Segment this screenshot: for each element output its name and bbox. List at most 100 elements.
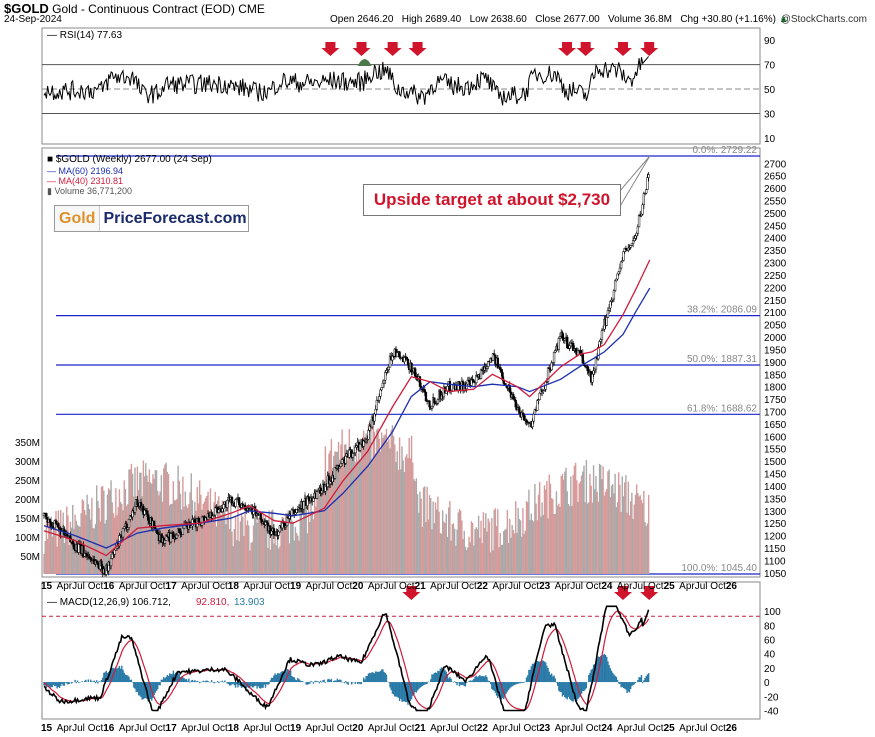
macd-histogram-bar [95, 680, 98, 683]
macd-histogram-bar [333, 680, 335, 683]
macd-histogram-bar [97, 682, 99, 684]
macd-histogram-bar [379, 671, 382, 683]
macd-histogram-bar [111, 667, 113, 683]
macd-histogram-bar [321, 682, 323, 683]
volume-bar [250, 542, 252, 574]
macd-histogram-bar [530, 666, 533, 683]
price-candle [557, 338, 560, 350]
macd-histogram-bar [194, 680, 196, 683]
volume-bar [122, 510, 124, 574]
macd-histogram-bar [398, 682, 401, 702]
price-candle [532, 414, 535, 422]
macd-histogram-bar [376, 671, 378, 683]
macd-histogram-bar [600, 655, 602, 683]
x-axis-label: Apr [555, 581, 571, 592]
price-candle [351, 453, 355, 458]
macd-histogram-bar [78, 682, 80, 683]
macd-histogram-bar [87, 679, 90, 683]
volume-bar [216, 500, 219, 574]
macd-histogram-bar [521, 682, 523, 683]
volume-bar [145, 463, 147, 574]
volume-bar [535, 503, 537, 574]
price-candle [616, 273, 619, 280]
volume-bar [424, 486, 426, 574]
volume-bar [356, 461, 359, 574]
volume-bar [252, 525, 255, 574]
volume-bar [105, 519, 107, 574]
macd-histogram-bar [546, 665, 548, 683]
price-tick-label: 1300 [764, 507, 787, 518]
macd-histogram-bar [425, 682, 427, 685]
down-arrow-icon [640, 42, 659, 56]
price-tick-label: 1650 [764, 420, 787, 431]
volume-bar [637, 493, 639, 574]
volume-bar [234, 516, 237, 574]
volume-bar [407, 458, 409, 574]
price-candle [109, 558, 113, 566]
volume-bar [340, 444, 342, 574]
volume-bar [571, 506, 573, 574]
macd-histogram-bar [230, 682, 232, 686]
price-legend-title: ■ $GOLD (Weekly) 2677.00 (24 Sep) [47, 154, 212, 165]
macd-histogram-bar [610, 670, 613, 683]
macd-histogram-bar [450, 678, 452, 683]
price-candle [375, 399, 379, 410]
macd-histogram-bar [164, 678, 166, 683]
volume-bar [404, 456, 407, 574]
price-candle [558, 336, 562, 339]
macd-histogram-bar [316, 681, 318, 683]
macd-histogram-bar [477, 676, 480, 683]
macd-histogram-bar [204, 680, 207, 683]
macd-histogram-bar [408, 682, 410, 702]
x-axis-label: Oct [524, 723, 540, 734]
macd-histogram-bar [178, 674, 180, 683]
macd-histogram-bar [397, 682, 400, 698]
price-candle [586, 365, 589, 371]
macd-histogram-bar [492, 682, 494, 691]
x-axis-label: Jul [72, 723, 85, 734]
price-candle [72, 543, 76, 550]
macd-histogram-bar [237, 682, 239, 688]
macd-histogram-bar [317, 681, 319, 683]
x-axis-label: Oct [337, 581, 353, 592]
macd-histogram-bar [396, 682, 398, 698]
macd-histogram-bar [356, 682, 359, 684]
price-candle [645, 189, 648, 194]
macd-histogram-bar [456, 682, 458, 686]
price-tick-label: 1200 [764, 532, 787, 543]
volume-bar [262, 514, 264, 574]
price-candle [155, 530, 158, 533]
volume-bar [567, 503, 570, 574]
macd-histogram-bar [616, 679, 619, 683]
macd-histogram-bar [227, 682, 230, 685]
macd-histogram-bar [591, 668, 594, 683]
macd-histogram-bar [579, 682, 582, 697]
macd-histogram-bar [89, 679, 92, 683]
volume-bar [433, 523, 436, 574]
volume-bar [479, 537, 481, 574]
macd-histogram-bar [293, 677, 295, 683]
macd-histogram-bar [418, 682, 420, 690]
macd-histogram-bar [84, 680, 86, 683]
volume-bar [481, 543, 483, 574]
volume-bar [285, 513, 287, 574]
macd-histogram-bar [266, 682, 268, 685]
rsi-label: — RSI(14) 77.63 [47, 30, 122, 41]
volume-bar [497, 509, 499, 574]
macd-histogram-bar [403, 682, 406, 702]
x-axis-label: 21 [415, 581, 427, 592]
price-candle [568, 345, 571, 349]
macd-histogram-bar [245, 682, 248, 689]
macd-histogram-bar [631, 682, 633, 687]
price-candle [647, 174, 650, 178]
volume-bar [273, 543, 275, 574]
price-candle [312, 498, 315, 502]
volume-bar [125, 505, 128, 574]
price-candle [374, 409, 377, 415]
volume-bar [626, 512, 628, 574]
macd-histogram-bar [291, 676, 293, 683]
volume-bar [213, 502, 215, 574]
volume-bar [420, 498, 422, 574]
volume-bar [230, 505, 232, 574]
volume-tick-label: 250M [15, 476, 40, 487]
